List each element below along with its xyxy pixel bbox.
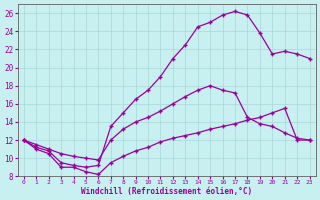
X-axis label: Windchill (Refroidissement éolien,°C): Windchill (Refroidissement éolien,°C) (81, 187, 252, 196)
